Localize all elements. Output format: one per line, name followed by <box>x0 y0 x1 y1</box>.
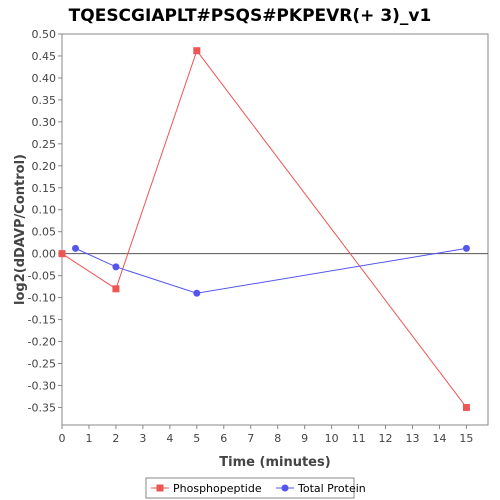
y-axis-label: log2(dDAVP/Control) <box>13 154 28 305</box>
y-tick-label: 0.50 <box>32 28 57 41</box>
x-tick-label: 13 <box>406 432 420 445</box>
x-tick-label: 7 <box>247 432 254 445</box>
y-tick-label: 0.20 <box>32 160 57 173</box>
x-tick-label: 0 <box>59 432 66 445</box>
series-line <box>61 49 467 408</box>
data-point-circle <box>112 263 120 271</box>
x-tick-label: 1 <box>85 432 92 445</box>
y-tick-label: 0.05 <box>32 226 57 239</box>
x-tick-label: 12 <box>379 432 393 445</box>
y-tick-label: 0.40 <box>32 72 57 85</box>
x-tick-label: 5 <box>193 432 200 445</box>
legend: Phosphopeptide Total Protein <box>145 477 366 499</box>
y-tick-label: -0.35 <box>28 401 56 414</box>
y-tick-label: 0.35 <box>32 94 57 107</box>
y-tick-label: -0.05 <box>28 270 56 283</box>
legend-marker-square <box>156 484 164 492</box>
x-tick-label: 6 <box>220 432 227 445</box>
y-axis: 0.50 0.45 0.40 0.35 0.30 0.25 0.20 0.15 0.10 0.05… <box>28 28 62 414</box>
x-tick-label: 14 <box>432 432 446 445</box>
data-point-circle <box>193 289 201 297</box>
x-tick-label: 15 <box>459 432 473 445</box>
x-tick-label: 10 <box>325 432 339 445</box>
y-tick-label: -0.20 <box>28 336 56 349</box>
x-tick-label: 11 <box>352 432 366 445</box>
series-layer <box>58 47 470 411</box>
y-tick-label: 0.00 <box>32 248 57 261</box>
data-point-square <box>193 47 201 55</box>
data-point-square <box>462 403 470 411</box>
x-tick-label: 9 <box>301 432 308 445</box>
x-tick-label: 4 <box>166 432 173 445</box>
x-axis-label: Time (minutes) <box>219 455 330 470</box>
x-axis: 0 1 2 3 4 5 6 7 8 9 10 11 12 13 14 15 <box>59 425 473 445</box>
y-tick-label: 0.45 <box>32 50 57 63</box>
data-point-circle <box>71 244 79 252</box>
legend-marker-circle <box>281 484 289 492</box>
x-tick-label: 3 <box>139 432 146 445</box>
series-line <box>75 247 467 294</box>
data-point-square <box>112 285 120 293</box>
data-point-circle <box>462 244 470 252</box>
y-tick-label: -0.15 <box>28 314 56 327</box>
y-tick-label: 0.15 <box>32 182 57 195</box>
chart-title: TQESCGIAPLT#PSQS#PKPEVR(+ 3)_v1 <box>69 6 432 26</box>
x-tick-label: 2 <box>112 432 119 445</box>
legend-box <box>145 477 355 499</box>
y-tick-label: -0.25 <box>28 357 56 370</box>
y-tick-label: 0.30 <box>32 116 57 129</box>
y-tick-label: -0.30 <box>28 379 56 392</box>
data-point-square <box>58 250 66 258</box>
y-tick-label: -0.10 <box>28 292 56 305</box>
legend-label: Total Protein <box>297 482 366 495</box>
x-tick-label: 8 <box>274 432 281 445</box>
plot-area <box>61 33 489 426</box>
legend-label: Phosphopeptide <box>173 482 262 495</box>
y-tick-label: 0.25 <box>32 138 57 151</box>
y-tick-label: 0.10 <box>32 204 57 217</box>
